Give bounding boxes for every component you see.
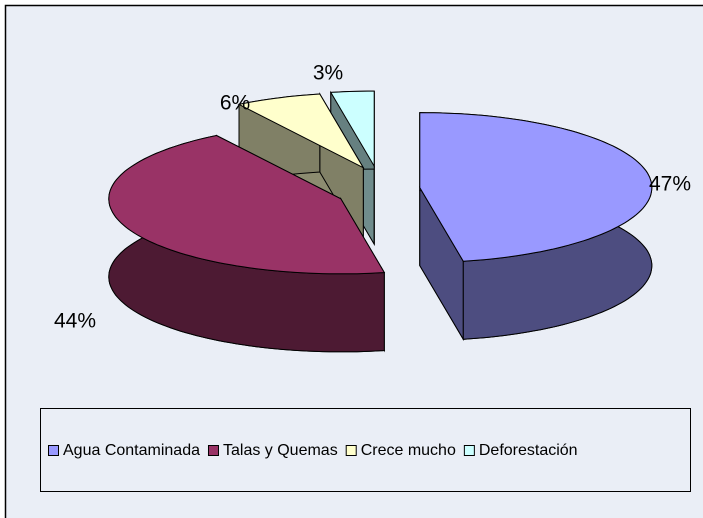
slice [419,112,653,342]
data-label: 44% [54,310,96,333]
slice-top [108,134,386,275]
legend-label: Crece mucho [361,442,456,459]
legend-swatch [48,445,59,456]
legend-label: Agua Contaminada [63,442,200,459]
slice-top [329,90,375,168]
data-label: 6% [220,92,250,115]
legend-swatch [345,445,357,456]
legend-swatch [207,445,219,456]
legend-swatch [463,445,475,456]
slice [108,134,386,353]
slice-top [419,112,653,262]
data-label: 47% [649,173,691,196]
legend-label: Deforestación [479,442,578,459]
data-label: 3% [313,62,343,85]
slice-top [237,93,365,169]
legend-label: Talas y Quemas [223,442,338,459]
legend-box [40,408,691,492]
